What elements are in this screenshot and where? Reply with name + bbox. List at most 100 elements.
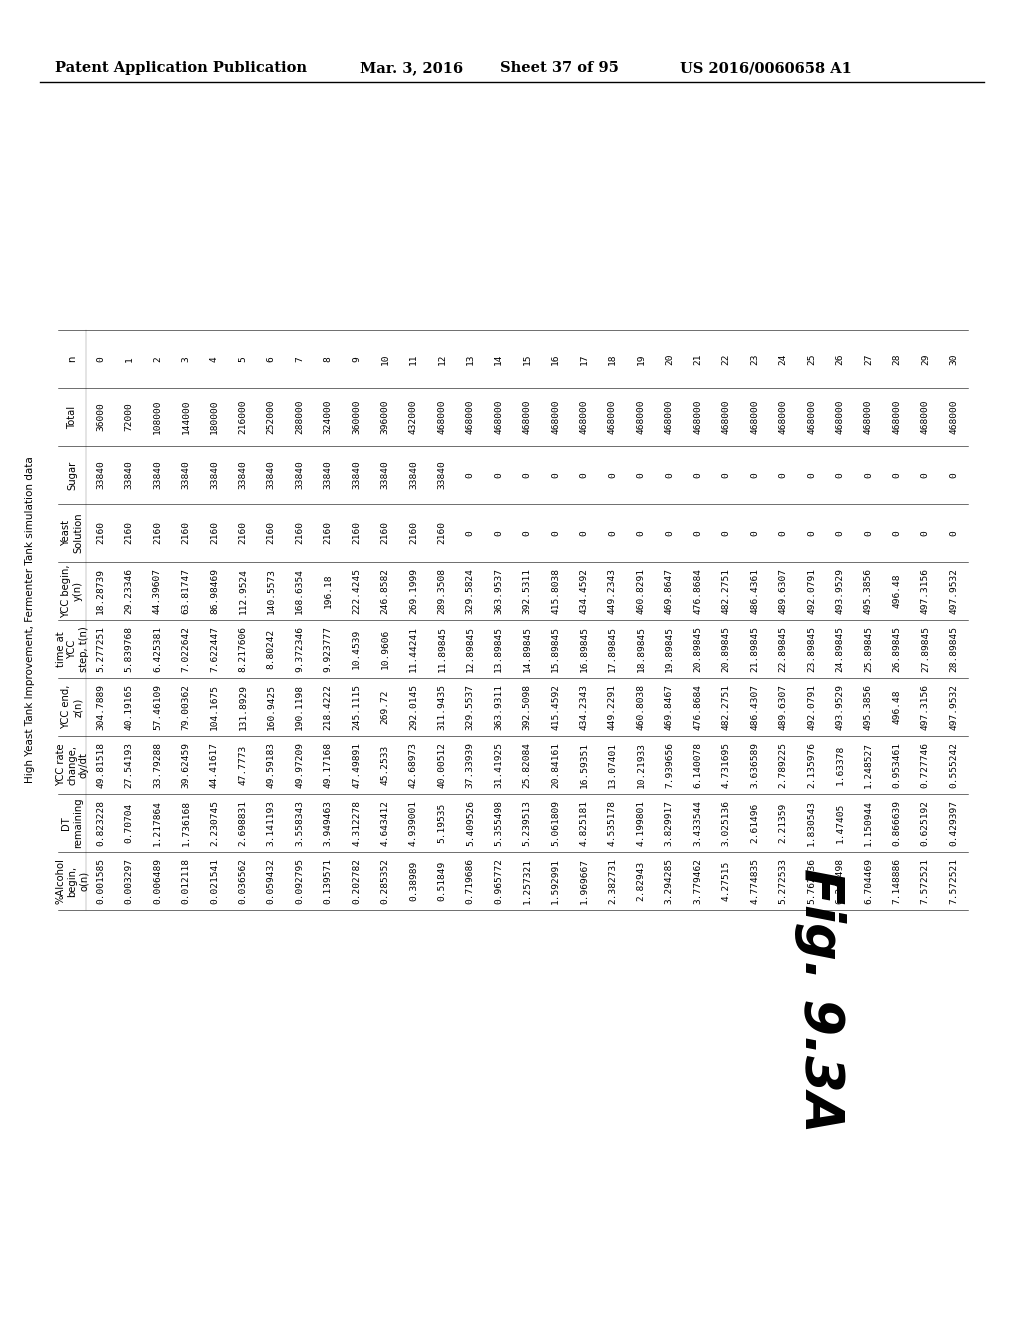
Text: 0.139571: 0.139571 (324, 858, 333, 904)
Text: 7.022642: 7.022642 (181, 626, 190, 672)
Text: 0.021541: 0.021541 (210, 858, 219, 904)
Text: 245.1115: 245.1115 (352, 684, 361, 730)
Text: 9.372346: 9.372346 (295, 626, 304, 672)
Text: 28: 28 (892, 354, 901, 364)
Text: 2.698831: 2.698831 (239, 800, 248, 846)
Text: 22.89845: 22.89845 (778, 626, 787, 672)
Text: Yeast
Solution: Yeast Solution (61, 512, 83, 553)
Text: 0.965772: 0.965772 (495, 858, 503, 904)
Text: 13: 13 (466, 354, 475, 364)
Text: 7.939656: 7.939656 (665, 742, 674, 788)
Text: 469.8647: 469.8647 (665, 568, 674, 614)
Text: 493.9529: 493.9529 (836, 684, 845, 730)
Text: 0: 0 (551, 531, 560, 536)
Text: 495.3856: 495.3856 (864, 684, 873, 730)
Text: 5.762936: 5.762936 (807, 858, 816, 904)
Text: 44.39607: 44.39607 (153, 568, 162, 614)
Text: 468000: 468000 (665, 400, 674, 434)
Text: 497.3156: 497.3156 (921, 568, 930, 614)
Text: YCC end,
z(n): YCC end, z(n) (61, 685, 83, 729)
Text: 9.923777: 9.923777 (324, 626, 333, 672)
Text: 44.41617: 44.41617 (210, 742, 219, 788)
Text: 39.62459: 39.62459 (181, 742, 190, 788)
Text: 20.84161: 20.84161 (551, 742, 560, 788)
Text: 31.41925: 31.41925 (495, 742, 503, 788)
Text: 497.3156: 497.3156 (921, 684, 930, 730)
Text: 2160: 2160 (295, 521, 304, 544)
Text: Mar. 3, 2016: Mar. 3, 2016 (360, 61, 463, 75)
Text: 13.07401: 13.07401 (608, 742, 617, 788)
Text: 2.61496: 2.61496 (751, 803, 759, 843)
Text: 5.239513: 5.239513 (522, 800, 531, 846)
Text: 11.44241: 11.44241 (409, 626, 418, 672)
Text: 2: 2 (153, 356, 162, 362)
Text: 8.217606: 8.217606 (239, 626, 248, 672)
Text: Fig. 9.3A: Fig. 9.3A (794, 867, 846, 1133)
Text: 252000: 252000 (267, 400, 275, 434)
Text: 7: 7 (295, 356, 304, 362)
Text: 7.148886: 7.148886 (892, 858, 901, 904)
Text: 1.257321: 1.257321 (522, 858, 531, 904)
Text: 19: 19 (637, 354, 645, 364)
Text: 0.51849: 0.51849 (437, 861, 446, 902)
Text: 0: 0 (693, 531, 702, 536)
Text: 27: 27 (864, 354, 873, 364)
Text: 216000: 216000 (239, 400, 248, 434)
Text: 469.8467: 469.8467 (665, 684, 674, 730)
Text: 0: 0 (495, 531, 503, 536)
Text: 289.3508: 289.3508 (437, 568, 446, 614)
Text: 20.89845: 20.89845 (722, 626, 731, 672)
Text: 432000: 432000 (409, 400, 418, 434)
Text: 4.535178: 4.535178 (608, 800, 617, 846)
Text: 168.6354: 168.6354 (295, 568, 304, 614)
Text: 0.006489: 0.006489 (153, 858, 162, 904)
Text: 0.285352: 0.285352 (381, 858, 389, 904)
Text: 18.28739: 18.28739 (96, 568, 105, 614)
Text: 33840: 33840 (381, 461, 389, 490)
Text: 25: 25 (807, 354, 816, 364)
Text: Sheet 37 of 95: Sheet 37 of 95 (500, 61, 618, 75)
Text: 2160: 2160 (267, 521, 275, 544)
Text: 29: 29 (921, 354, 930, 364)
Text: 0: 0 (778, 531, 787, 536)
Text: 8.80242: 8.80242 (267, 628, 275, 669)
Text: 0: 0 (608, 473, 617, 478)
Text: 476.8684: 476.8684 (693, 568, 702, 614)
Text: 5.409526: 5.409526 (466, 800, 475, 846)
Text: 0.866639: 0.866639 (892, 800, 901, 846)
Text: 329.5824: 329.5824 (466, 568, 475, 614)
Text: 25.89845: 25.89845 (864, 626, 873, 672)
Text: 15: 15 (522, 354, 531, 364)
Text: 4.774835: 4.774835 (751, 858, 759, 904)
Text: 16.59351: 16.59351 (580, 742, 589, 788)
Text: 476.8684: 476.8684 (693, 684, 702, 730)
Text: 218.4222: 218.4222 (324, 684, 333, 730)
Text: 19.89845: 19.89845 (665, 626, 674, 672)
Text: 0.036562: 0.036562 (239, 858, 248, 904)
Text: 2160: 2160 (381, 521, 389, 544)
Text: 12.89845: 12.89845 (466, 626, 475, 672)
Text: 3.636589: 3.636589 (751, 742, 759, 788)
Text: 12: 12 (437, 354, 446, 364)
Text: 415.4592: 415.4592 (551, 684, 560, 730)
Text: 28.89845: 28.89845 (949, 626, 958, 672)
Text: 11.89845: 11.89845 (437, 626, 446, 672)
Text: 37.33939: 37.33939 (466, 742, 475, 788)
Text: 468000: 468000 (778, 400, 787, 434)
Text: 288000: 288000 (295, 400, 304, 434)
Text: 2.382731: 2.382731 (608, 858, 617, 904)
Text: 0.727746: 0.727746 (921, 742, 930, 788)
Text: 0: 0 (608, 531, 617, 536)
Text: 0: 0 (522, 473, 531, 478)
Text: 482.2751: 482.2751 (722, 568, 731, 614)
Text: 6.425381: 6.425381 (153, 626, 162, 672)
Text: 108000: 108000 (153, 400, 162, 434)
Text: 0: 0 (864, 531, 873, 536)
Text: 49.81518: 49.81518 (96, 742, 105, 788)
Text: 0: 0 (921, 473, 930, 478)
Text: 0: 0 (807, 473, 816, 478)
Text: 0: 0 (751, 473, 759, 478)
Text: 304.7889: 304.7889 (96, 684, 105, 730)
Text: 190.1198: 190.1198 (295, 684, 304, 730)
Text: 5.19535: 5.19535 (437, 803, 446, 843)
